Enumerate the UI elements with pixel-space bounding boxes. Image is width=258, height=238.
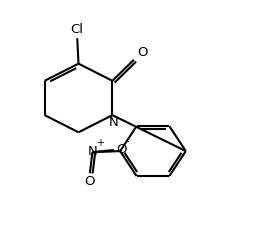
Text: O: O bbox=[85, 175, 95, 188]
Text: +: + bbox=[96, 138, 104, 148]
Text: N: N bbox=[87, 145, 97, 158]
Text: O: O bbox=[116, 144, 127, 157]
Text: -: - bbox=[125, 136, 129, 146]
Text: N: N bbox=[109, 116, 118, 129]
Text: Cl: Cl bbox=[71, 23, 84, 36]
Text: O: O bbox=[138, 46, 148, 59]
